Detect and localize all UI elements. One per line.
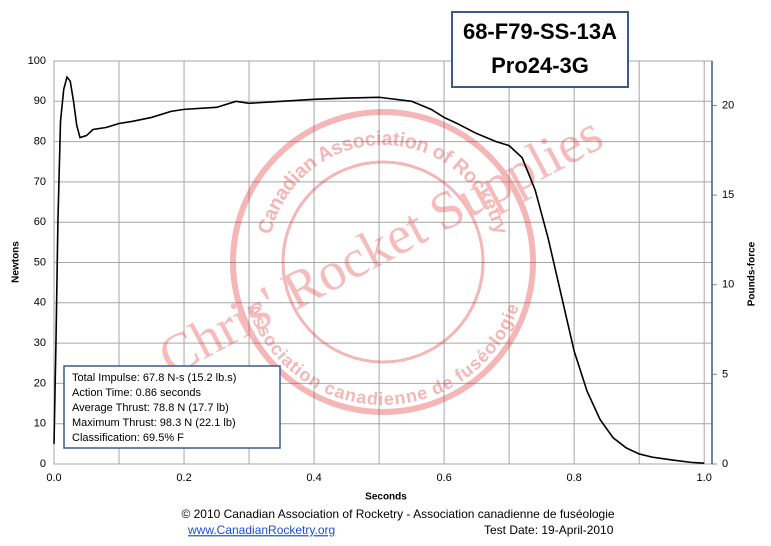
x-tick-label: 0.0 (46, 472, 61, 484)
stats-box (63, 365, 281, 449)
grid (53, 60, 712, 465)
y-tick-label: 100 (28, 55, 46, 67)
x-tick-label: 0.6 (436, 472, 451, 484)
y-tick-label: 20 (34, 377, 46, 389)
y-tick-label: 30 (34, 337, 46, 349)
footer-url[interactable]: www.CanadianRocketry.org (187, 523, 335, 537)
x-axis-label: Seconds (365, 492, 407, 503)
footer-copyright: © 2010 Canadian Association of Rocketry … (181, 507, 614, 521)
seal-ring (230, 109, 536, 415)
y2-tick-label: 5 (722, 368, 728, 380)
y-tick-label: 60 (34, 216, 46, 228)
footer-test-date: Test Date: 19-April-2010 (484, 523, 614, 537)
chart-title: 68-F79-SS-13A (463, 19, 617, 44)
stat-line: Average Thrust: 78.8 N (17.7 lb) (72, 402, 229, 414)
x-tick-label: 1.0 (697, 472, 712, 484)
stat-line: Maximum Thrust: 98.3 N (22.1 lb) (72, 417, 236, 429)
y2-tick-label: 10 (722, 279, 734, 291)
y-axis-label: Newtons (11, 241, 22, 283)
y2-tick-label: 15 (722, 189, 734, 201)
thrust-line (53, 75, 705, 464)
y-tick-label: 10 (34, 418, 46, 430)
title-box (451, 11, 629, 88)
y2-axis-label: Pounds-force (747, 241, 758, 306)
y-tick-label: 0 (40, 458, 46, 470)
y-tick-label: 90 (34, 95, 46, 107)
y-tick-label: 80 (34, 136, 46, 148)
x-tick-label: 0.2 (176, 472, 191, 484)
stat-line: Total Impulse: 67.8 N-s (15.2 lb.s) (72, 372, 236, 384)
y2-tick-label: 0 (722, 458, 728, 470)
stats: Total Impulse: 67.8 N-s (15.2 lb.s) Actio… (72, 372, 236, 444)
stat-line: Classification: 69.5% F (72, 432, 184, 444)
y2-tick-label: 20 (722, 99, 734, 111)
seal-inner-ring (281, 160, 485, 364)
y-tick-label: 40 (34, 297, 46, 309)
x-tick-label: 0.4 (306, 472, 321, 484)
y-tick-label: 70 (34, 176, 46, 188)
stat-line: Action Time: 0.86 seconds (72, 387, 202, 399)
y-tick-label: 50 (34, 256, 46, 268)
chart-subtitle: Pro24-3G (491, 53, 589, 78)
x-tick-label: 0.8 (567, 472, 582, 484)
